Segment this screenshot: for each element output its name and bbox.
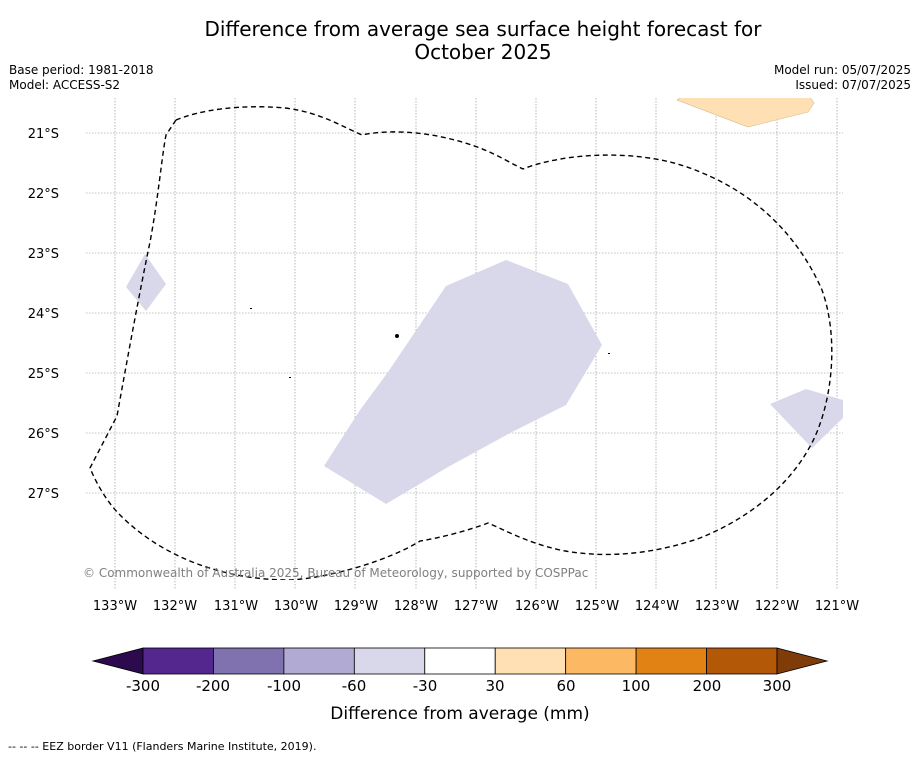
lon-label: 130°W (274, 599, 318, 614)
island-marker (608, 353, 610, 354)
colorbar-label: Difference from average (mm) (330, 704, 589, 724)
lon-label: 122°W (755, 599, 799, 614)
base-period-label: Base period: 1981-2018 (9, 63, 154, 77)
anomaly-field (126, 98, 843, 504)
lon-label: 128°W (394, 599, 438, 614)
meta-right: Model run: 05/07/2025 Issued: 07/07/2025 (774, 63, 911, 93)
anomaly-region-center (324, 260, 602, 504)
model-run-label: Model run: 05/07/2025 (773, 63, 911, 77)
lat-label: 26°S (28, 427, 59, 442)
lat-label: 21°S (28, 127, 59, 142)
colorbar-tick: -100 (267, 677, 301, 695)
colorbar-segment (283, 647, 355, 675)
lon-labels: 133°W 132°W 131°W 130°W 129°W 128°W 127°… (93, 599, 859, 614)
colorbar-tick: 100 (622, 677, 651, 695)
colorbar-tick: 30 (485, 677, 504, 695)
colorbar-segment (213, 647, 285, 675)
colorbar-segment (706, 647, 778, 675)
meta-left: Base period: 1981-2018 Model: ACCESS-S2 (9, 63, 154, 93)
lat-label: 23°S (28, 247, 59, 262)
lat-label: 27°S (28, 487, 59, 502)
map-title-line2: October 2025 (414, 40, 552, 64)
colorbar-tick: -60 (342, 677, 367, 695)
lat-label: 25°S (28, 367, 59, 382)
islands (250, 308, 610, 378)
colorbar-tick: 300 (763, 677, 792, 695)
colorbar-ticks: -300 -200 -100 -60 -30 30 60 100 200 300 (126, 677, 791, 695)
lon-label: 127°W (454, 599, 498, 614)
colorbar-tick: 200 (693, 677, 722, 695)
colorbar-segment (635, 647, 707, 675)
colorbar-extend-low (91, 647, 144, 675)
colorbar-segment (424, 647, 496, 675)
lon-label: 123°W (695, 599, 739, 614)
lon-label: 132°W (153, 599, 197, 614)
lon-label: 121°W (815, 599, 859, 614)
anomaly-region-west (126, 254, 166, 311)
eez-footnote: -- -- -- EEZ border V11 (Flanders Marine… (8, 740, 317, 753)
lat-label: 24°S (28, 307, 59, 322)
colorbar-tick: -300 (126, 677, 160, 695)
colorbar (91, 647, 829, 675)
colorbar-segment (494, 647, 567, 675)
lon-label: 133°W (93, 599, 137, 614)
colorbar-extend-high (776, 647, 829, 675)
anomaly-region-northeast (676, 98, 815, 128)
copyright-text: © Commonwealth of Australia 2025, Bureau… (83, 566, 588, 580)
eez-border (89, 106, 833, 580)
lon-label: 124°W (635, 599, 679, 614)
map-title: Difference from average sea surface heig… (0, 18, 919, 64)
colorbar-segment (565, 647, 637, 675)
lon-label: 125°W (575, 599, 619, 614)
lon-label: 126°W (515, 599, 559, 614)
colorbar-tick: 60 (556, 677, 575, 695)
island-marker (289, 377, 291, 378)
island-marker (250, 308, 252, 309)
model-label: Model: ACCESS-S2 (9, 78, 121, 92)
colorbar-segment (353, 647, 426, 675)
island-marker (395, 334, 399, 338)
lat-labels: 21°S 22°S 23°S 24°S 25°S 26°S 27°S (28, 127, 59, 502)
anomaly-region-east (770, 389, 843, 448)
colorbar-tick: -30 (413, 677, 438, 695)
lon-label: 129°W (334, 599, 378, 614)
lat-label: 22°S (28, 187, 59, 202)
issued-label: Issued: 07/07/2025 (795, 78, 911, 92)
colorbar-tick: -200 (196, 677, 230, 695)
lon-label: 131°W (214, 599, 258, 614)
map-title-line1: Difference from average sea surface heig… (204, 17, 762, 41)
colorbar-segment (142, 647, 214, 675)
